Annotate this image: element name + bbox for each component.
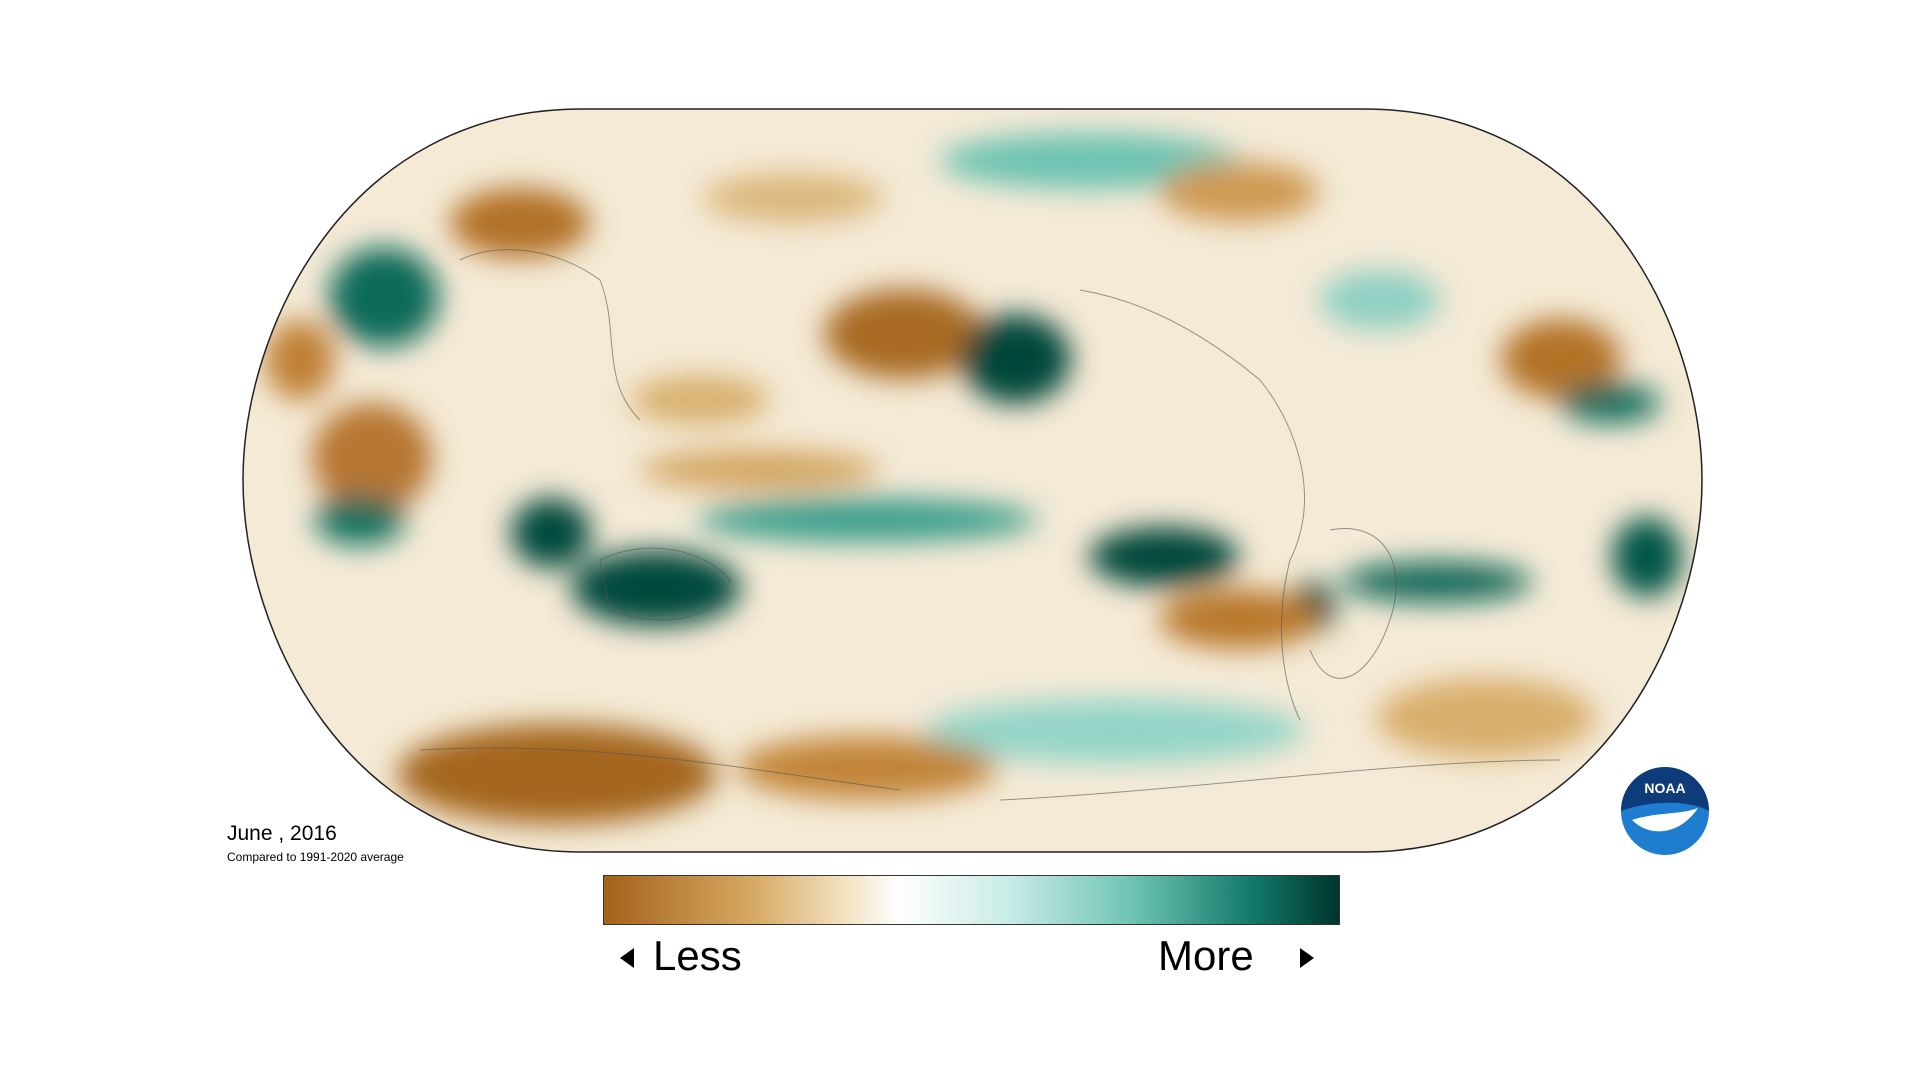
logo-text: NOAA	[1644, 780, 1685, 796]
anomaly-blob	[925, 699, 1305, 763]
coastline	[599, 547, 731, 621]
color-scale	[603, 875, 1340, 925]
coastline	[1079, 289, 1305, 721]
anomaly-blob	[1320, 270, 1440, 330]
anomaly-blob	[1501, 319, 1621, 399]
anomaly-blob	[397, 724, 717, 824]
date-label: June , 2016	[227, 822, 337, 845]
anomaly-blob	[315, 495, 405, 545]
anomaly-blob	[737, 736, 997, 800]
anomaly-blob	[961, 314, 1071, 404]
legend-low-label: Less	[653, 932, 742, 979]
coastline	[1309, 528, 1397, 679]
anomaly-blob	[1560, 383, 1660, 423]
anomaly-blob	[1159, 589, 1319, 649]
coastline	[419, 747, 1561, 801]
legend-high-label: More	[1158, 932, 1254, 979]
anomaly-blob	[511, 498, 591, 568]
anomaly-blob	[450, 188, 590, 258]
anomaly-blob	[1612, 517, 1682, 597]
coastlines	[419, 249, 1561, 801]
anomaly-blob	[329, 247, 439, 347]
logo-top	[1621, 767, 1709, 811]
anomaly-blob	[703, 173, 883, 223]
anomaly-blob	[1342, 562, 1532, 602]
more-arrow	[1300, 948, 1314, 968]
logo-gull	[1632, 808, 1698, 832]
anomaly-blob	[824, 289, 984, 379]
anomaly-blob	[265, 320, 335, 400]
anomaly-blob	[697, 498, 1037, 542]
less-arrow	[620, 948, 634, 968]
anomaly-blob	[1089, 527, 1239, 587]
noaa-logo: NOAA	[1621, 767, 1709, 855]
anomaly-blob	[640, 450, 880, 490]
anomaly-blobs	[265, 133, 1682, 824]
anomaly-blob	[312, 403, 432, 513]
anomaly-blob	[630, 375, 770, 425]
anomaly-blob	[1159, 162, 1319, 222]
map-outline	[242, 108, 1703, 853]
anomaly-field	[243, 109, 1702, 852]
anomaly-blob	[1376, 678, 1596, 758]
baseline-note: Compared to 1991-2020 average	[227, 850, 404, 864]
anomaly-blob	[571, 550, 741, 626]
anomaly-blob	[940, 133, 1240, 189]
coastline	[459, 249, 641, 421]
